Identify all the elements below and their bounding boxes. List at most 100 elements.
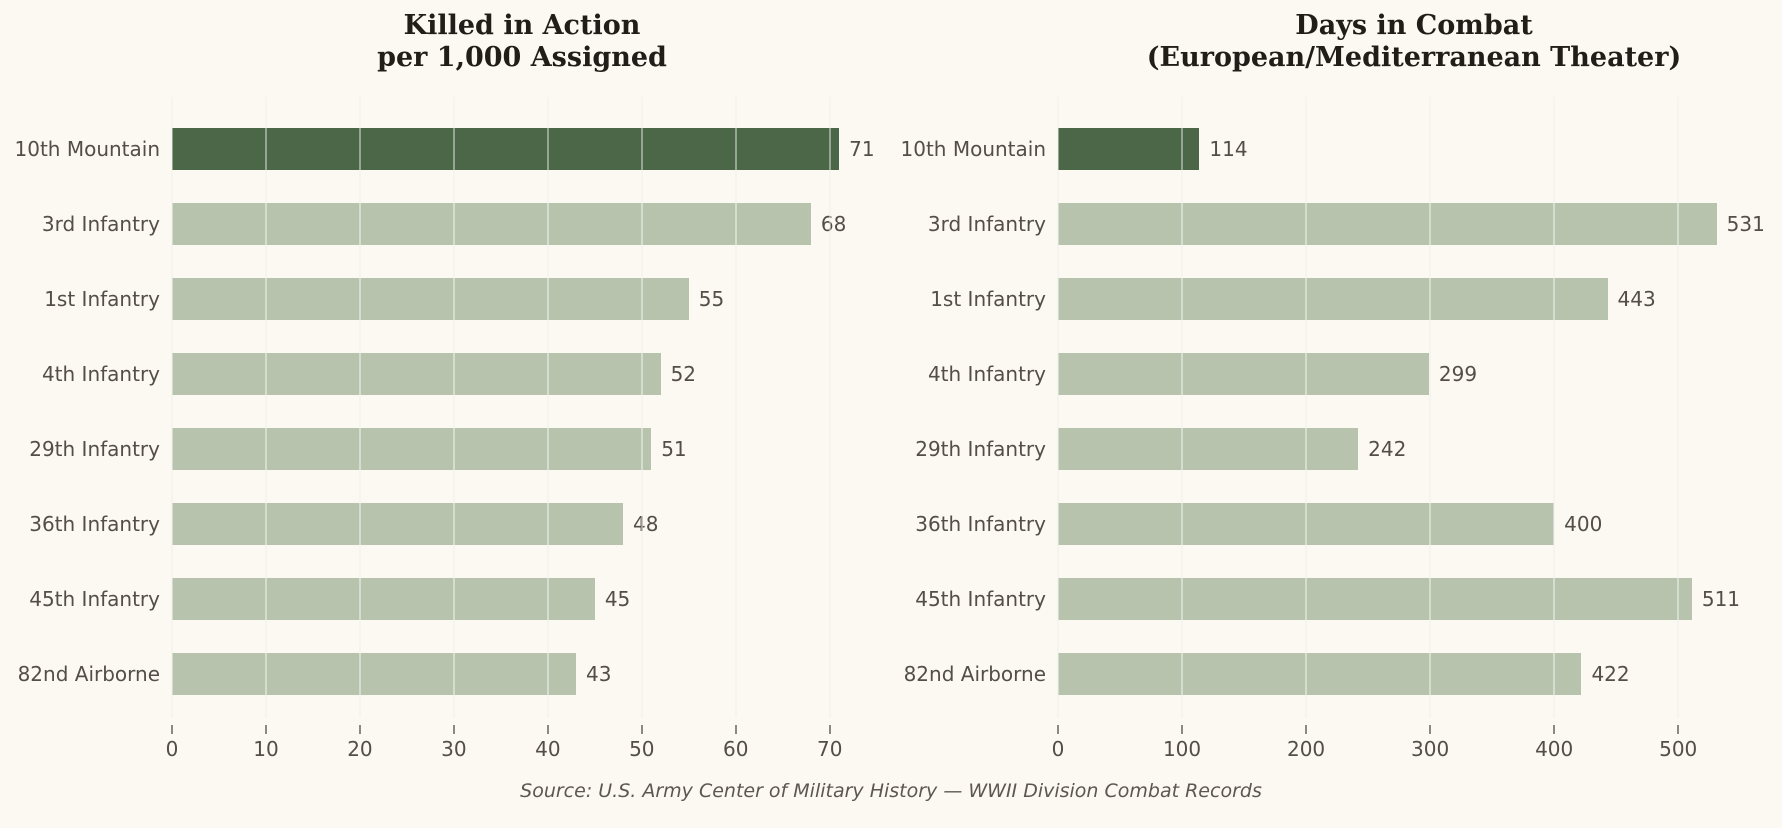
bar [172,503,623,546]
bar-track: 68 [172,202,872,245]
x-tick-mark [1181,725,1184,734]
y-axis-category-label: 29th Infantry [915,437,1046,462]
bar-row: 82nd Airborne 422 [880,637,1782,712]
bar-rows: 10th Mountain 114 3rd Infantry 531 1st Infan… [880,97,1782,718]
x-tick-mark [171,725,173,734]
x-axis: 0 10 20 30 40 50 60 70 [166,718,872,764]
x-tick-mark [1057,725,1059,734]
bar [1058,277,1608,320]
x-tick-label: 500 [1659,737,1698,761]
bar-value-label: 114 [1209,136,1248,161]
x-tick-mark [640,725,643,734]
y-axis-category-label: 4th Infantry [927,361,1046,386]
bar [172,578,595,621]
bar-row: 4th Infantry 52 [0,336,880,411]
bar-track: 242 [1058,428,1770,471]
bar-row: 1st Infantry 443 [880,261,1782,336]
x-tick-mark [734,725,737,734]
source-note: Source: U.S. Army Center of Military His… [520,780,1262,802]
chart-title: Killed in Action per 1,000 Assigned [172,0,872,97]
x-tick-label: 20 [347,737,373,761]
chart-killed-in-action: Killed in Action per 1,000 Assigned 10th… [0,0,880,764]
chart-title-line-2: per 1,000 Assigned [377,42,667,74]
x-tick-label: 0 [165,737,179,761]
bar-value-label: 511 [1701,587,1741,612]
bar-value-label: 43 [586,662,612,687]
charts-row: Killed in Action per 1,000 Assigned 10th… [0,0,1782,764]
bar-value-label: 422 [1591,662,1630,687]
y-axis-category-label: 45th Infantry [29,587,160,612]
bar-row: 1st Infantry 55 [0,261,880,336]
plot-area: 10th Mountain 114 3rd Infantry 531 1st Infan… [880,97,1782,718]
bar [1058,352,1429,395]
bar-row: 82nd Airborne 43 [0,637,880,712]
bar-value-label: 48 [633,512,659,537]
bar-track: 55 [172,277,872,320]
bar-value-label: 400 [1564,512,1603,537]
chart-title-line-1: Days in Combat [1295,10,1533,41]
y-axis-category-label: 45th Infantry [915,587,1046,612]
bar-value-label: 51 [661,437,687,462]
x-tick-mark [264,725,267,734]
x-tick-mark [828,725,831,734]
bar-track: 400 [1058,503,1770,546]
bar-row: 36th Infantry 400 [880,487,1782,562]
x-tick-mark [546,725,549,734]
bar [172,428,652,471]
x-tick-mark [1429,725,1432,734]
bar-track: 299 [1058,352,1770,395]
chart-title-line-2: (European/Mediterranean Theater) [1146,42,1682,74]
x-tick-label: 0 [1051,737,1065,761]
x-tick-label: 40 [535,737,561,761]
y-axis-category-label: 3rd Infantry [41,211,160,236]
x-tick-label: 400 [1535,737,1574,761]
y-axis-category-label: 10th Mountain [14,136,161,161]
bar [1058,503,1555,546]
bar-track: 422 [1058,653,1770,696]
x-tick-mark [1305,725,1308,734]
bar-value-label: 52 [670,361,697,386]
bar-value-label: 55 [698,286,725,311]
bar-value-label: 531 [1726,211,1765,236]
x-tick-label: 300 [1411,737,1450,761]
bar-track: 51 [172,428,872,471]
y-axis-category-label: 1st Infantry [44,286,160,311]
y-axis-category-label: 82nd Airborne [903,662,1046,687]
bar [1058,202,1717,245]
bar-rows: 10th Mountain 71 3rd Infantry 68 1st Infantr… [0,97,880,718]
bar-track: 43 [172,653,872,696]
y-axis-category-label: 1st Infantry [930,286,1046,311]
bar-row: 10th Mountain 114 [880,111,1782,186]
bar-row: 36th Infantry 48 [0,487,880,562]
x-tick-label: 200 [1286,737,1326,761]
bar-value-label: 68 [820,211,847,236]
bar-track: 45 [172,578,872,621]
x-tick-mark [358,725,361,734]
y-axis-category-label: 3rd Infantry [927,211,1046,236]
y-axis-category-label: 4th Infantry [41,361,160,386]
x-tick-label: 50 [629,737,655,761]
x-tick-label: 10 [253,737,279,761]
x-tick-label: 60 [723,737,749,761]
chart-title: Days in Combat (European/Mediterranean T… [1058,0,1770,97]
bar [172,202,811,245]
bar-value-label: 45 [604,587,631,612]
x-axis: 0 100 200 300 400 500 [1052,718,1770,764]
bar [1058,653,1582,696]
bar-track: 511 [1058,578,1770,621]
bar-value-label: 299 [1438,361,1478,386]
y-axis-category-label: 29th Infantry [29,437,160,462]
bar-track: 443 [1058,277,1770,320]
bar-row: 29th Infantry 51 [0,412,880,487]
y-axis-category-label: 36th Infantry [915,512,1046,537]
chart-title-line-1: Killed in Action [403,10,641,41]
bar-track: 114 [1058,127,1770,170]
bar-value-label: 242 [1368,437,1407,462]
bar-row: 45th Infantry 511 [880,562,1782,637]
x-tick-mark [1677,725,1680,734]
bar [1058,578,1692,621]
bar-track: 531 [1058,202,1770,245]
x-tick-label: 100 [1162,737,1202,761]
bar-row: 3rd Infantry 68 [0,186,880,261]
